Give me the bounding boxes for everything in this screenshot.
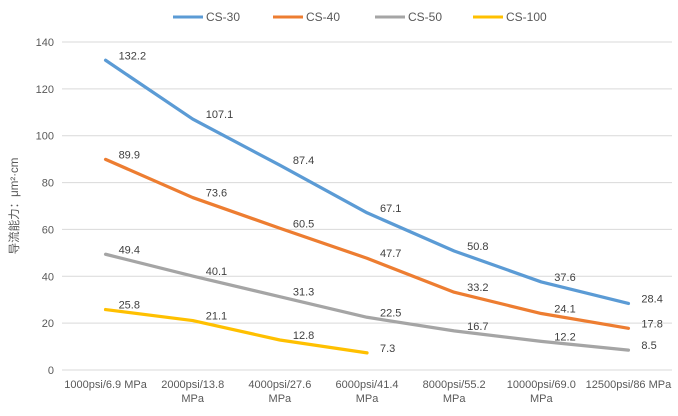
data-label-cs-30: 87.4: [293, 155, 314, 167]
data-label-cs-30: 50.8: [467, 241, 488, 253]
legend-label: CS-40: [306, 10, 340, 24]
series-line-cs-40: [103, 157, 631, 330]
data-label-cs-50: 31.3: [293, 287, 314, 299]
data-label-cs-50: 22.5: [380, 307, 401, 319]
data-label-cs-50: 8.5: [641, 340, 656, 352]
legend-item-cs-100: CS-100: [473, 10, 547, 24]
series-line-cs-30: [103, 58, 631, 306]
legend-item-cs-40: CS-40: [273, 10, 340, 24]
x-category-label: MPa: [181, 393, 205, 405]
data-label-cs-30: 132.2: [119, 50, 147, 62]
data-label-cs-30: 28.4: [641, 293, 662, 305]
data-label-cs-50: 12.2: [554, 331, 575, 343]
y-tick-label: 140: [36, 37, 54, 49]
legend-item-cs-50: CS-50: [375, 10, 442, 24]
x-category-label: MPa: [530, 393, 554, 405]
x-category-label: 1000psi/6.9 MPa: [64, 379, 147, 391]
x-category-label: 10000psi/69.0: [507, 379, 576, 391]
data-label-cs-40: 33.2: [467, 282, 488, 294]
data-label-cs-100: 21.1: [206, 311, 227, 323]
x-category-label: 4000psi/27.6: [248, 379, 311, 391]
y-tick-label: 0: [48, 365, 54, 377]
data-label-cs-100: 12.8: [293, 330, 314, 342]
data-label-cs-40: 60.5: [293, 218, 314, 230]
x-category-label: 6000psi/41.4: [336, 379, 399, 391]
data-label-cs-40: 24.1: [554, 304, 575, 316]
x-category-label: MPa: [443, 393, 467, 405]
data-label-cs-50: 16.7: [467, 321, 488, 333]
data-label-cs-40: 89.9: [119, 149, 140, 161]
x-category-label: 12500psi/86 MPa: [586, 379, 672, 391]
series-line-cs-100: [103, 307, 369, 355]
data-label-cs-30: 37.6: [554, 272, 575, 284]
y-tick-label: 80: [42, 178, 54, 190]
legend-item-cs-30: CS-30: [173, 10, 240, 24]
legend-label: CS-30: [206, 10, 240, 24]
y-tick-label: 100: [36, 131, 54, 143]
series-line-cs-50: [103, 252, 631, 352]
data-label-cs-40: 17.8: [641, 318, 662, 330]
legend-label: CS-50: [408, 10, 442, 24]
x-category-label: 2000psi/13.8: [161, 379, 224, 391]
data-label-cs-30: 107.1: [206, 109, 234, 121]
y-axis-title: 导流能力：μm²·cm: [7, 158, 21, 255]
x-category-label: MPa: [269, 393, 293, 405]
x-category-label: MPa: [356, 393, 380, 405]
y-tick-label: 60: [42, 224, 54, 236]
legend-label: CS-100: [506, 10, 547, 24]
data-label-cs-30: 67.1: [380, 203, 401, 215]
x-category-label: 8000psi/55.2: [423, 379, 486, 391]
y-tick-label: 120: [36, 84, 54, 96]
data-label-cs-40: 47.7: [380, 248, 401, 260]
data-label-cs-100: 25.8: [119, 300, 140, 312]
y-tick-label: 40: [42, 271, 54, 283]
data-label-cs-100: 7.3: [380, 343, 395, 355]
data-label-cs-50: 49.4: [119, 244, 140, 256]
y-tick-label: 20: [42, 318, 54, 330]
data-label-cs-40: 73.6: [206, 188, 227, 200]
data-label-cs-50: 40.1: [206, 266, 227, 278]
